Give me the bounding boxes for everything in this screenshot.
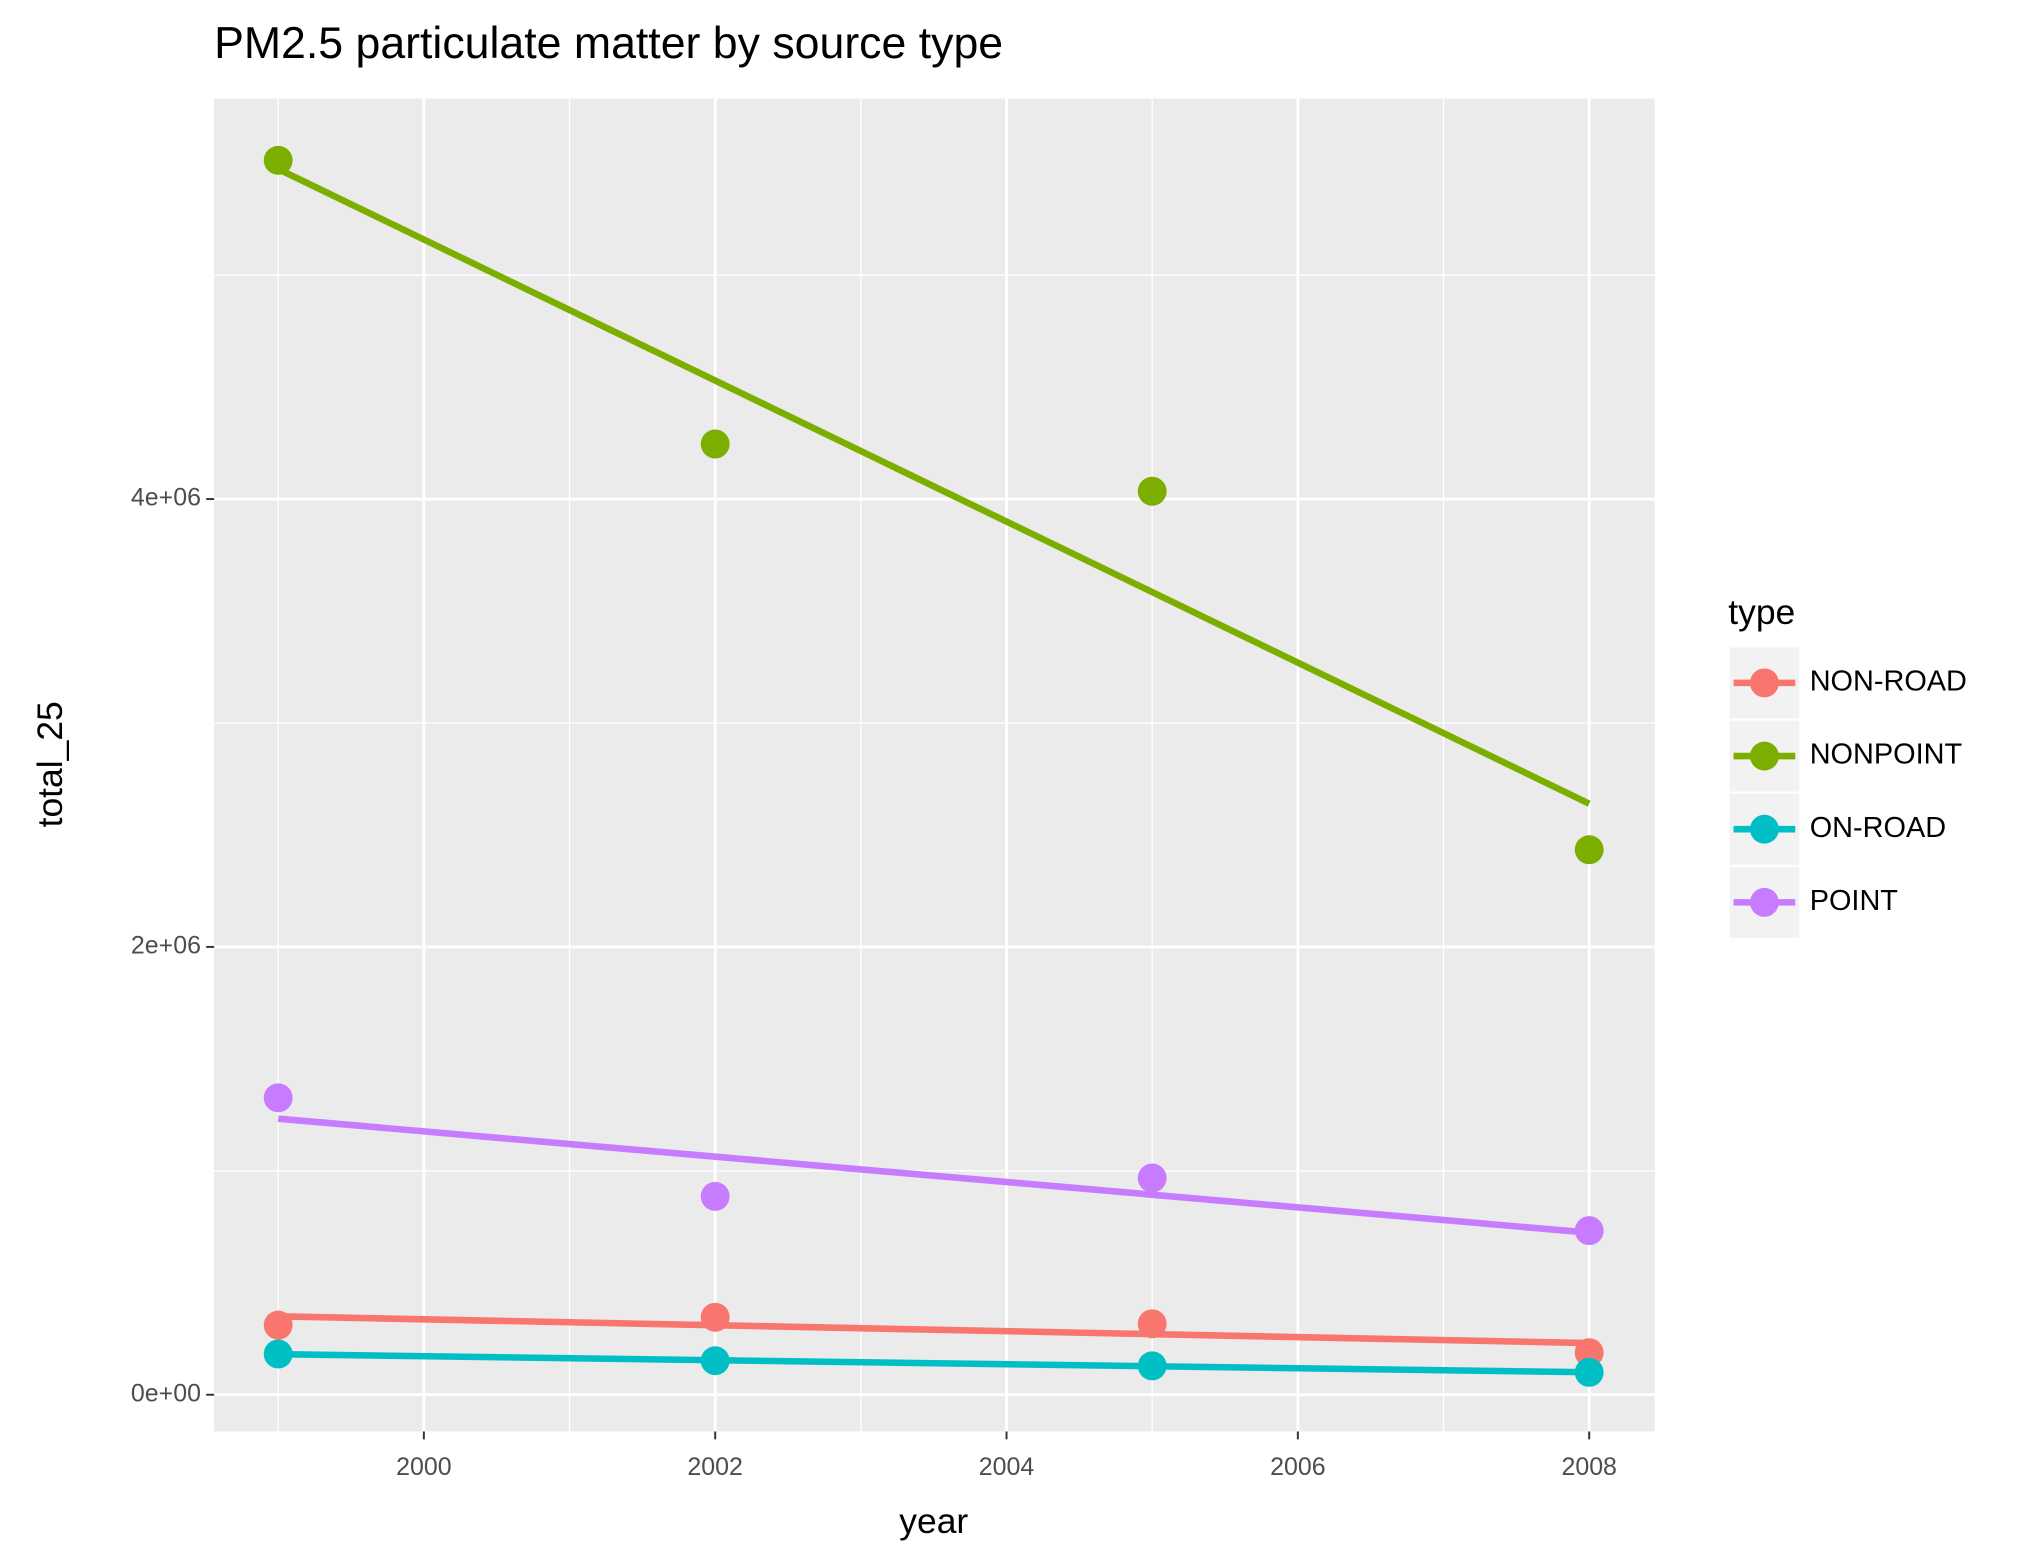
- point: [1137, 476, 1167, 506]
- point: [1137, 1163, 1167, 1193]
- point: [263, 1083, 293, 1113]
- legend-point: [1749, 887, 1779, 917]
- point: [1574, 1357, 1604, 1387]
- legend-point: [1749, 814, 1779, 844]
- point: [1574, 1216, 1604, 1246]
- y-tick-label: 4e+06: [131, 484, 201, 512]
- legend-label: NON-ROAD: [1810, 666, 1967, 698]
- plot-panel: [214, 98, 1655, 1432]
- point: [1574, 835, 1604, 865]
- legend-label: POINT: [1810, 885, 1898, 917]
- legend-label: ON-ROAD: [1810, 812, 1946, 844]
- point: [263, 1310, 293, 1340]
- trend-line: [278, 1313, 1590, 1347]
- y-axis-label: total_25: [30, 701, 70, 827]
- trend-line: [277, 1115, 1590, 1236]
- legend-label: NONPOINT: [1810, 739, 1962, 771]
- point: [700, 1181, 730, 1211]
- x-tick-label: 2002: [687, 1453, 742, 1481]
- trend-line: [276, 166, 1591, 807]
- x-tick-label: 2004: [979, 1453, 1035, 1481]
- point: [1137, 1351, 1167, 1381]
- chart-title: PM2.5 particulate matter by source type: [214, 19, 1003, 68]
- point: [263, 1339, 293, 1369]
- x-tick-label: 2000: [396, 1453, 451, 1481]
- x-tick-label: 2008: [1561, 1453, 1616, 1481]
- x-axis-label: year: [899, 1501, 968, 1541]
- y-tick-label: 2e+06: [131, 932, 201, 960]
- legend-title: type: [1728, 592, 1795, 632]
- point: [700, 1346, 730, 1376]
- legend-point: [1749, 668, 1779, 698]
- point: [700, 1302, 730, 1332]
- x-tick-label: 2006: [1270, 1453, 1325, 1481]
- y-tick-label: 0e+00: [131, 1379, 201, 1407]
- point: [1137, 1309, 1167, 1339]
- point: [263, 145, 293, 175]
- trend-line: [278, 1350, 1590, 1376]
- point: [700, 429, 730, 459]
- legend-point: [1749, 741, 1779, 771]
